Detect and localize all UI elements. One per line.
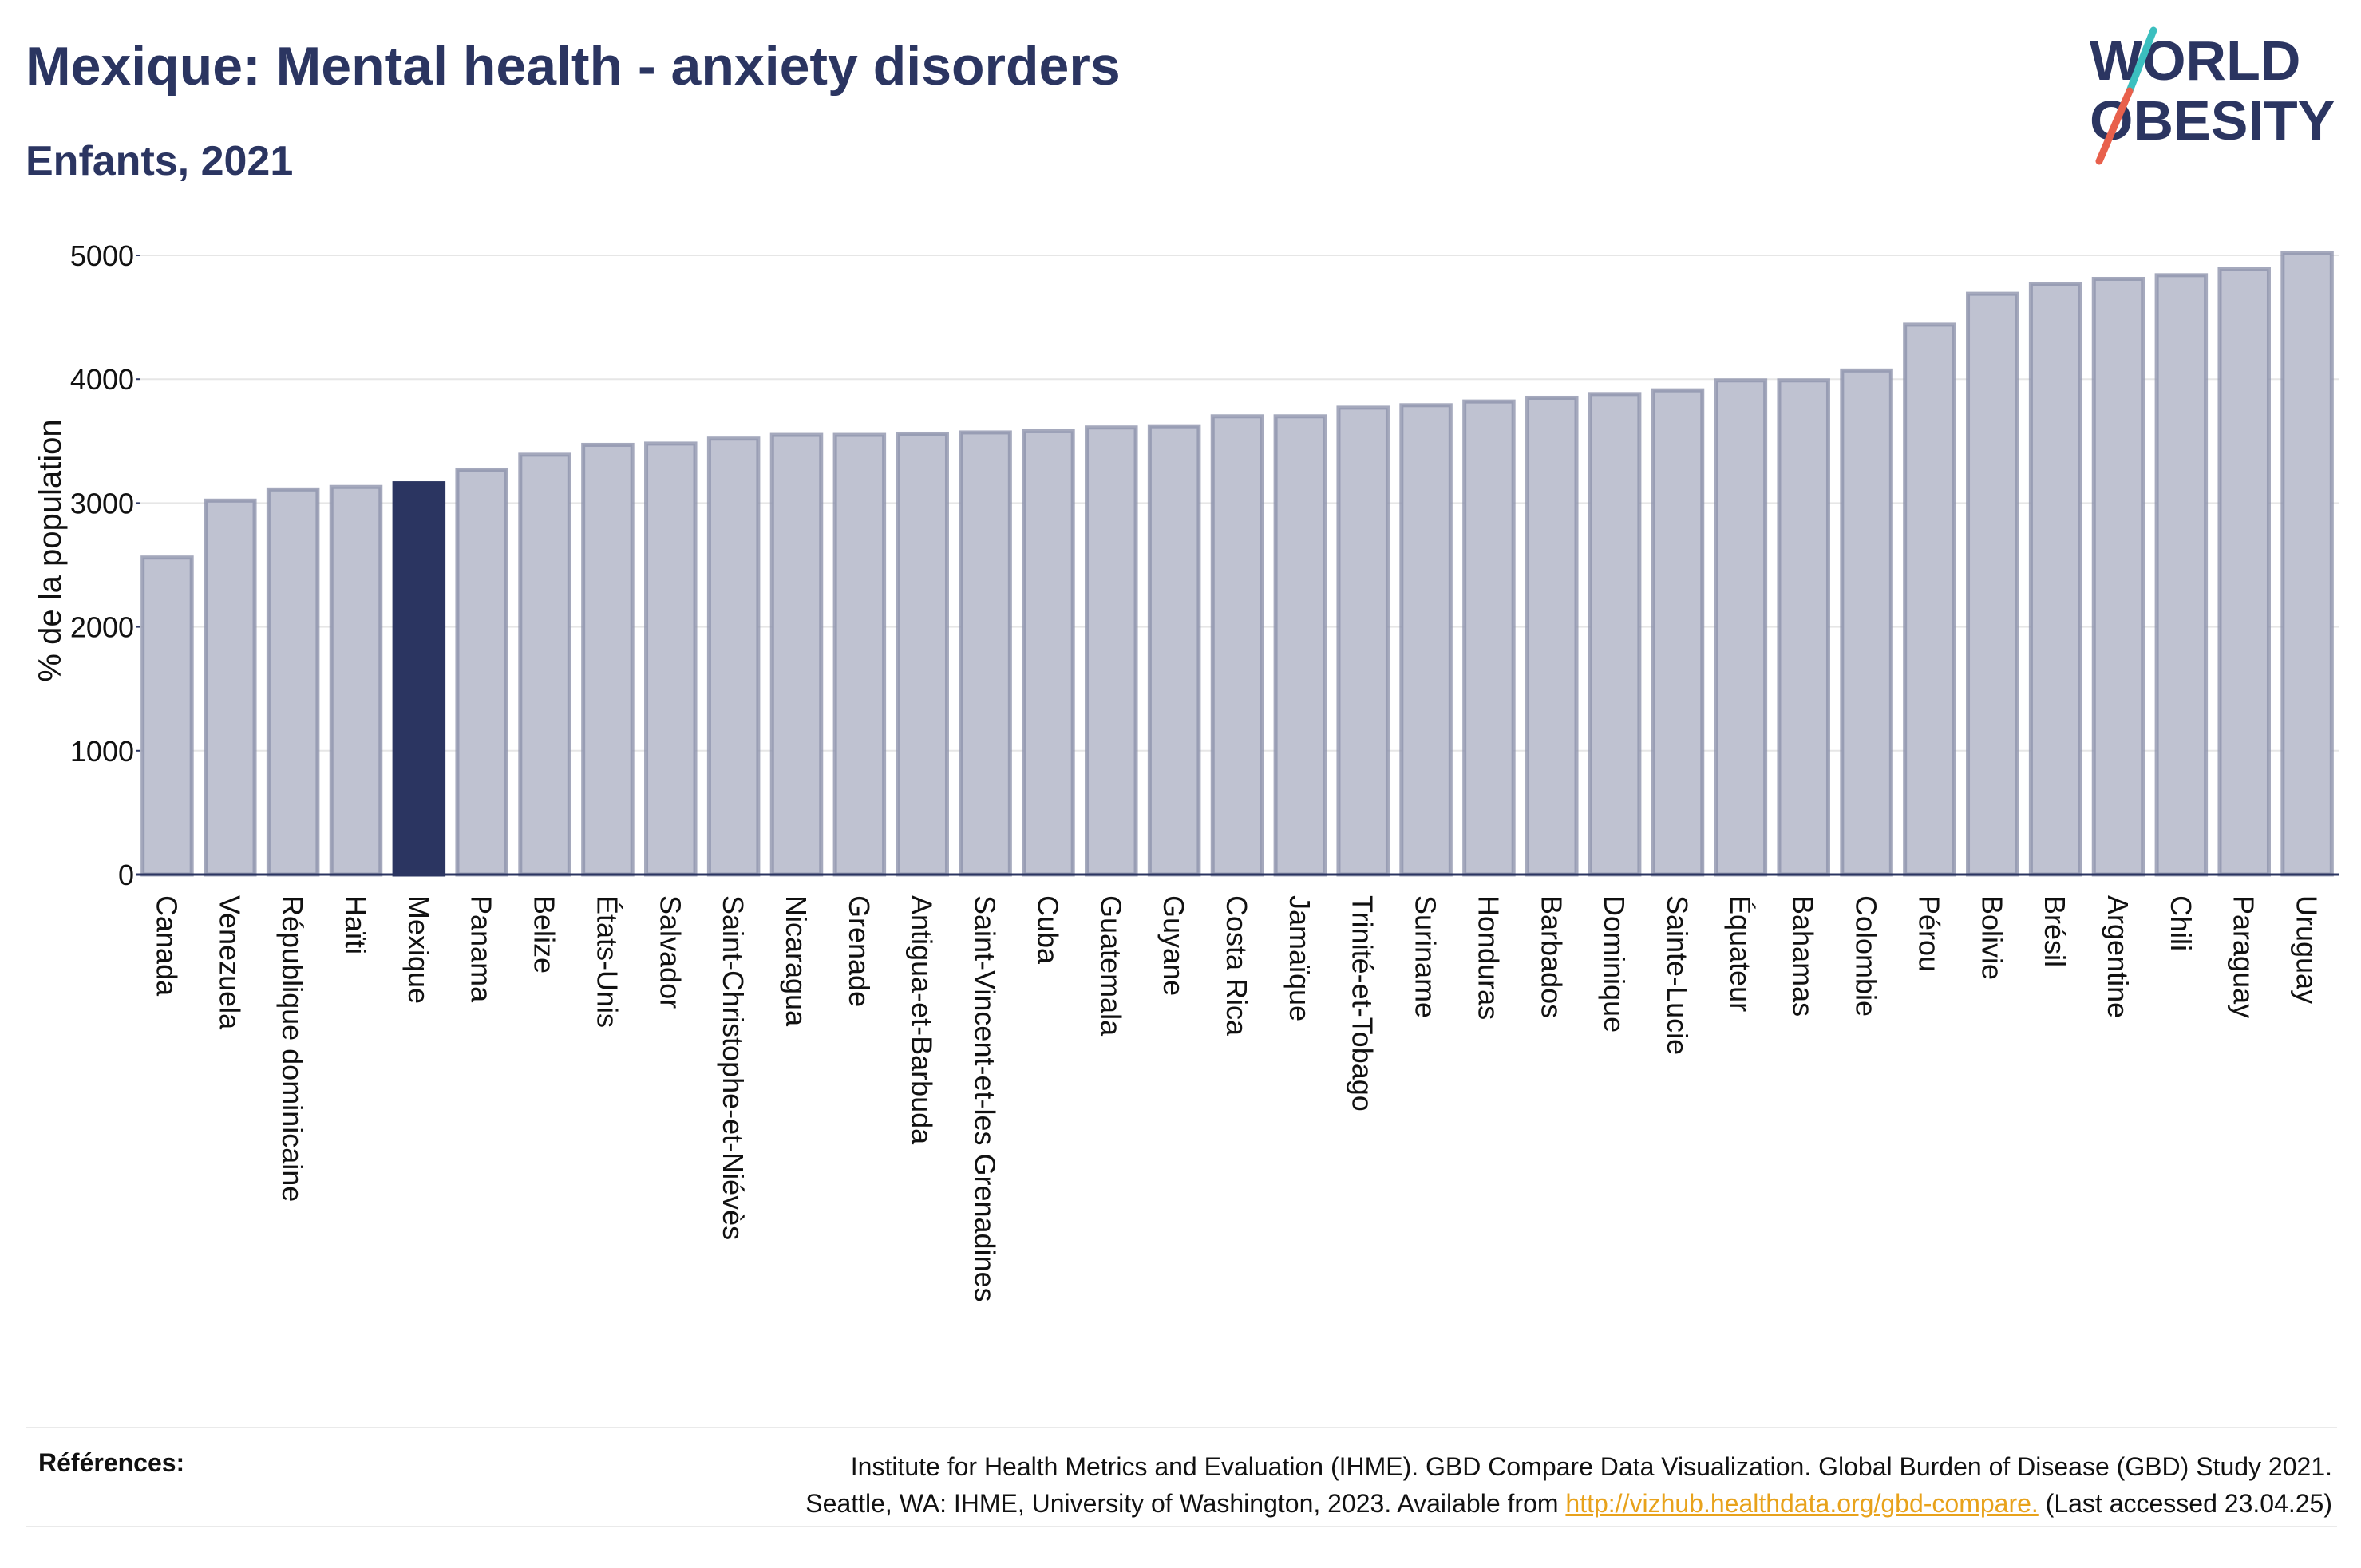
bar-paraguay: [2217, 267, 2271, 877]
x-category-label: Cuba: [1031, 895, 1064, 965]
references-label: Références:: [38, 1448, 185, 1477]
bar-r-publique-dominicaine: [266, 487, 320, 877]
bar-jama-que: [1273, 414, 1327, 877]
bar-bahamas: [1777, 378, 1830, 877]
bar-honduras: [1462, 399, 1516, 877]
bar-ha-ti: [329, 484, 383, 877]
x-category-label: Paraguay: [2228, 895, 2260, 1018]
x-category-label: Équateur: [1724, 895, 1757, 1012]
bar-sainte-lucie: [1651, 388, 1705, 877]
x-category-label: Venezuela: [213, 895, 246, 1030]
x-category-label: Mexique: [402, 895, 435, 1004]
y-tick-label: 2000: [70, 611, 134, 644]
bar-nicaragua: [769, 432, 824, 877]
world-obesity-logo: WORLD OBESITY: [2090, 26, 2335, 165]
bar-suriname: [1399, 403, 1453, 877]
axes: 0 1000 2000 3000 4000 5000 Canada Venezuela Répu…: [70, 239, 2339, 1302]
bar-br-sil: [2028, 282, 2082, 877]
chart-subtitle: Enfants, 2021: [26, 138, 294, 184]
bar-grenade: [832, 432, 887, 877]
x-category-label: Grenade: [843, 895, 876, 1007]
bar-guatemala: [1085, 425, 1138, 877]
x-category-label: Trinité-et-Tobago: [1347, 895, 1379, 1112]
x-category-label: République dominicaine: [276, 895, 309, 1202]
x-category-label: Guatemala: [1094, 895, 1127, 1037]
x-category-label: Nicaragua: [780, 895, 813, 1027]
bar-belize: [518, 452, 571, 877]
y-tick-label: 0: [118, 859, 134, 891]
bar-panama: [455, 467, 508, 877]
x-category-label: Honduras: [1472, 895, 1505, 1020]
bar-argentine: [2091, 276, 2145, 877]
bar-saint-christophe-et-ni-v-s: [706, 436, 761, 877]
footer-divider-bottom: [26, 1526, 2337, 1527]
y-tick-label: 4000: [70, 363, 134, 396]
x-category-label: Saint-Christophe-et-Niévès: [717, 895, 749, 1240]
bar-costa-rica: [1210, 414, 1264, 877]
bar--quateur: [1714, 378, 1768, 877]
x-category-label: Uruguay: [2291, 895, 2323, 1004]
bar-mexique: [392, 481, 446, 877]
x-category-label: Antigua-et-Barbuda: [906, 895, 939, 1145]
reference-line-1: Institute for Health Metrics and Evaluat…: [850, 1452, 2332, 1481]
x-category-label: Bahamas: [1787, 895, 1820, 1017]
bar-saint-vincent-et-les-grenadines: [959, 430, 1012, 877]
x-category-label: Haïti: [339, 895, 372, 954]
x-category-label: Bolivie: [1975, 895, 2008, 980]
x-category-label: Sainte-Lucie: [1661, 895, 1694, 1055]
x-category-label: Chili: [2165, 895, 2197, 951]
bar-p-rou: [1903, 322, 1956, 877]
bar-antigua-et-barbuda: [896, 431, 949, 877]
x-category-label: Canada: [150, 895, 183, 997]
bar-chart: 0 1000 2000 3000 4000 5000 Canada Venezuela Répu…: [33, 239, 2339, 1302]
x-category-label: Costa Rica: [1220, 895, 1253, 1037]
bars: [140, 251, 2334, 877]
x-category-label: Panama: [465, 895, 498, 1003]
x-category-label: Saint-Vincent-et-les Grenadines: [969, 895, 1002, 1302]
bar-salvador: [644, 441, 698, 877]
bar-bolivie: [1966, 291, 2019, 877]
bar-barbados: [1525, 395, 1579, 877]
y-axis-title: % de la population: [33, 419, 68, 681]
bar-cuba: [1022, 429, 1075, 877]
logo-slash-top: [2126, 26, 2157, 95]
logo-slash-bottom: [2095, 87, 2134, 165]
x-category-label: Salvador: [654, 895, 686, 1009]
references-text: Institute for Health Metrics and Evaluat…: [805, 1448, 2332, 1522]
x-category-label: Brésil: [2039, 895, 2071, 967]
x-category-label: Suriname: [1410, 895, 1442, 1018]
x-category-label: Barbados: [1535, 895, 1568, 1018]
bar--tats-unis: [581, 442, 635, 877]
x-category-label: Belize: [528, 895, 561, 974]
reference-line-2-suffix: (Last accessed 23.04.25): [2038, 1489, 2332, 1518]
x-category-label: États-Unis: [591, 895, 623, 1028]
x-category-label: Argentine: [2102, 895, 2134, 1018]
bar-colombie: [1840, 368, 1893, 877]
y-tick-label: 5000: [70, 239, 134, 272]
reference-line-2: Seattle, WA: IHME, University of Washing…: [805, 1485, 2332, 1522]
x-category-label: Jamaïque: [1283, 895, 1316, 1021]
y-tick-label: 3000: [70, 487, 134, 519]
bar-dominique: [1588, 392, 1642, 877]
x-category-label: Dominique: [1598, 895, 1631, 1033]
footer-divider-top: [26, 1427, 2337, 1428]
x-category-label: Guyane: [1157, 895, 1190, 996]
x-category-label: Colombie: [1850, 895, 1883, 1017]
logo-line2: OBESITY: [2090, 89, 2335, 152]
reference-link[interactable]: http://vizhub.healthdata.org/gbd-compare…: [1565, 1489, 2039, 1518]
logo-line1: WORLD: [2090, 30, 2300, 92]
reference-line-2-prefix: Seattle, WA: IHME, University of Washing…: [805, 1489, 1566, 1518]
bar-canada: [140, 555, 194, 877]
bar-venezuela: [204, 498, 257, 877]
bar-chili: [2154, 273, 2209, 877]
x-category-label: Pérou: [1912, 895, 1945, 972]
bar-uruguay: [2280, 251, 2334, 877]
y-tick-label: 1000: [70, 735, 134, 768]
bar-trinit-et-tobago: [1336, 405, 1390, 877]
bar-guyane: [1147, 424, 1201, 877]
chart-title: Mexique: Mental health - anxiety disorde…: [26, 36, 1121, 97]
